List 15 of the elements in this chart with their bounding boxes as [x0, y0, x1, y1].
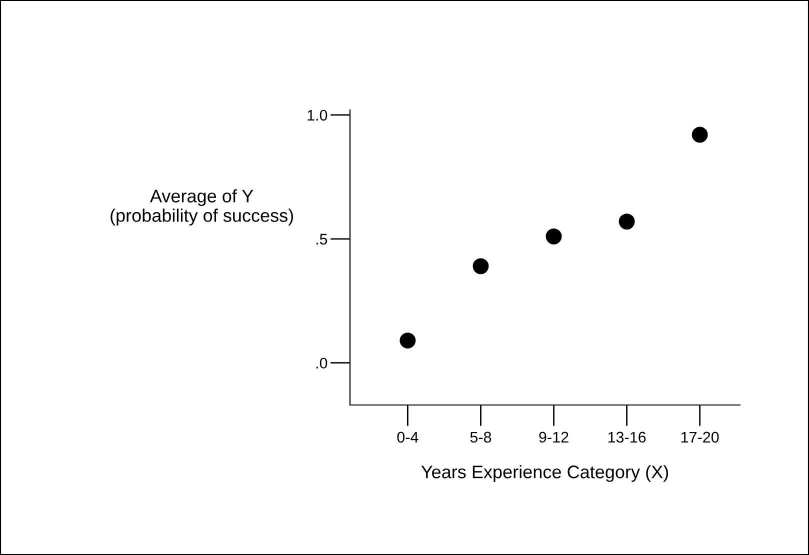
x-tick-label: 17-20: [681, 432, 719, 443]
point: [472, 258, 489, 274]
y-axis-title: Average of Y (probability of success): [110, 189, 294, 226]
point: [692, 126, 708, 143]
x-tick-label: 0-4: [397, 432, 418, 443]
y-tick-label: .0: [316, 358, 328, 369]
y-tick-label: .5: [316, 234, 328, 245]
point: [618, 214, 635, 230]
x-tick-label: 13-16: [608, 432, 646, 443]
point: [400, 332, 416, 349]
x-tick-label: 5-8: [470, 432, 492, 443]
x-tick-label: 9-12: [539, 432, 568, 443]
x-axis-title: Years Experience Category (X): [421, 465, 668, 482]
y-tick-label: 1.0: [308, 110, 328, 121]
point: [546, 228, 562, 244]
